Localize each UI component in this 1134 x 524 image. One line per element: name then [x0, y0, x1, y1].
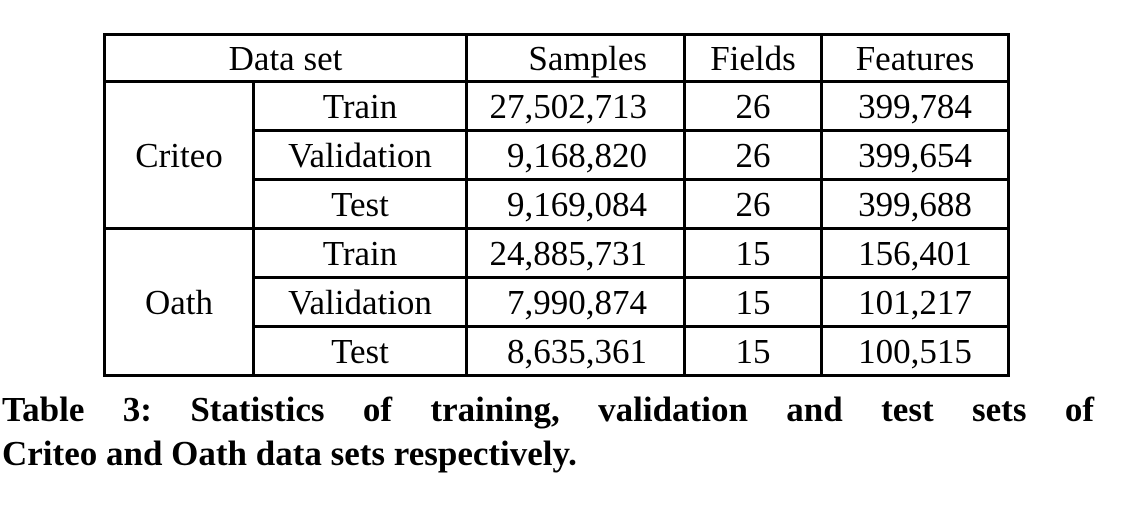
split-cell: Validation — [252, 276, 468, 328]
split-cell: Validation — [252, 129, 468, 181]
table-caption-line1: Table 3: Statistics of training, validat… — [2, 390, 1094, 429]
samples-cell: 9,169,084 — [465, 178, 686, 230]
fields-cell: 26 — [683, 129, 823, 181]
fields-cell: 15 — [683, 276, 823, 328]
features-cell: 156,401 — [820, 227, 1010, 279]
features-cell: 399,654 — [820, 129, 1010, 181]
table-caption: Table 3: Statistics of training, validat… — [2, 388, 1094, 476]
fields-cell: 26 — [683, 178, 823, 230]
features-cell: 399,784 — [820, 80, 1010, 132]
split-cell: Train — [252, 80, 468, 132]
features-cell: 399,688 — [820, 178, 1010, 230]
split-cell: Test — [252, 325, 468, 377]
col-header-features: Features — [820, 33, 1010, 83]
col-header-dataset: Data set — [103, 33, 468, 83]
table-caption-line2: Criteo and Oath data sets respectively. — [2, 434, 577, 473]
samples-cell: 27,502,713 — [465, 80, 686, 132]
features-cell: 101,217 — [820, 276, 1010, 328]
split-cell: Train — [252, 227, 468, 279]
fields-cell: 26 — [683, 80, 823, 132]
samples-cell: 7,990,874 — [465, 276, 686, 328]
samples-cell: 24,885,731 — [465, 227, 686, 279]
dataset-statistics-table: Data set Samples Fields Features Criteo … — [103, 33, 1010, 377]
split-cell: Test — [252, 178, 468, 230]
table-row-oath-train: Oath Train 24,885,731 15 156,401 — [103, 227, 1010, 377]
table-row-oath-test: Test 8,635,361 15 100,515 — [105, 325, 1010, 377]
table-row-criteo-test: Test 9,169,084 26 399,688 — [105, 178, 1010, 230]
fields-cell: 15 — [683, 325, 823, 377]
table-header-row: Data set Samples Fields Features — [103, 33, 1010, 83]
col-header-fields: Fields — [683, 33, 823, 83]
table-row-criteo-validation: Validation 9,168,820 26 399,654 — [105, 129, 1010, 181]
samples-cell: 9,168,820 — [465, 129, 686, 181]
dataset-name-cell: Oath — [103, 227, 255, 377]
col-header-samples: Samples — [465, 33, 686, 83]
dataset-name-cell: Criteo — [103, 80, 255, 230]
features-cell: 100,515 — [820, 325, 1010, 377]
samples-cell: 8,635,361 — [465, 325, 686, 377]
table-row-criteo-train: Criteo Train 27,502,713 26 399,784 — [103, 80, 1010, 230]
table-row-oath-validation: Validation 7,990,874 15 101,217 — [105, 276, 1010, 328]
fields-cell: 15 — [683, 227, 823, 279]
